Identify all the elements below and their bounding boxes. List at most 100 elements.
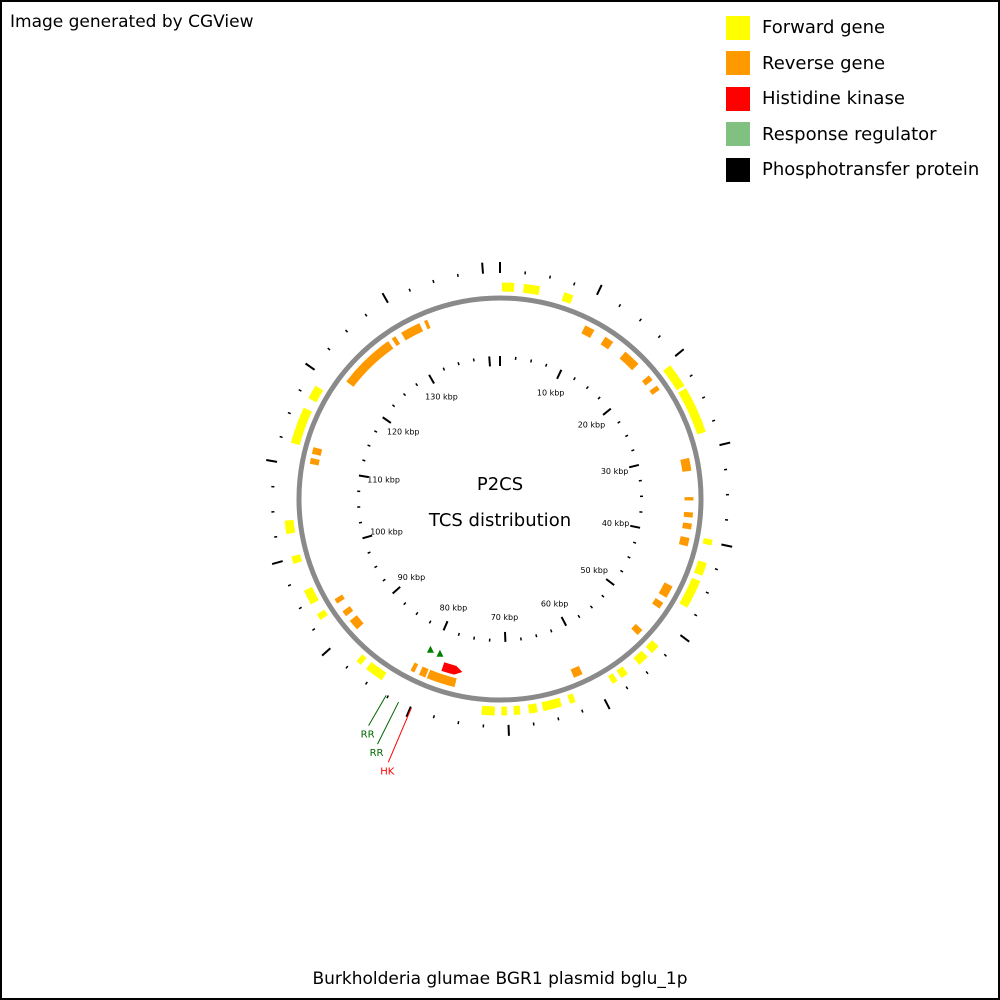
outer-ruler-tick: [364, 681, 368, 685]
legend-swatch: [726, 51, 750, 76]
reverse-gene: [401, 323, 424, 341]
reverse-gene: [424, 319, 431, 330]
legend-item: Histidine kinase: [726, 81, 996, 117]
rr-label: RR: [370, 748, 384, 759]
inner-ruler-tick: [556, 369, 563, 380]
map-caption: Burkholderia glumae BGR1 plasmid bglu_1p: [312, 969, 688, 989]
reverse-gene: [581, 325, 595, 338]
outer-ruler-tick: [456, 273, 459, 278]
reverse-gene: [309, 457, 320, 466]
reverse-gene: [334, 594, 345, 604]
inner-ruler-tick: [530, 359, 533, 363]
inner-ruler-tick: [628, 463, 640, 469]
inner-ruler-tick: [632, 541, 637, 544]
outer-ruler-tick: [573, 282, 576, 286]
response-regulator-marker: [426, 645, 434, 653]
inner-ruler-tick: [627, 555, 631, 559]
forward-gene: [561, 292, 574, 304]
outer-ruler-tick: [625, 686, 629, 690]
outer-ruler-tick: [674, 348, 685, 357]
outer-ruler-tick: [711, 419, 716, 422]
outer-ruler-tick: [304, 362, 316, 371]
legend: Forward gene Reverse gene Histidine kinase…: [726, 10, 996, 188]
outer-ruler-tick: [679, 634, 690, 643]
inner-ruler-tick: [573, 377, 576, 381]
center-title: P2CS: [477, 474, 523, 495]
forward-gene: [633, 650, 648, 665]
inner-ruler-tick: [473, 636, 476, 640]
outer-ruler-tick: [721, 543, 733, 548]
outer-ruler-tick: [381, 292, 389, 304]
outer-ruler-tick: [557, 717, 560, 721]
rr-callout-line: [368, 695, 387, 726]
legend-item: Phosphotransfer protein: [726, 152, 996, 188]
outer-ruler-tick: [298, 389, 302, 392]
outer-ruler-tick: [279, 435, 283, 439]
inner-ruler-tick: [402, 392, 407, 397]
outer-ruler-tick: [287, 584, 292, 587]
outer-ruler-tick: [714, 568, 719, 571]
outer-ruler-tick: [548, 275, 552, 279]
outer-ruler-tick: [481, 262, 484, 274]
reverse-gene: [570, 665, 583, 678]
outer-ruler-tick: [638, 318, 642, 322]
forward-gene: [608, 673, 618, 684]
forward-gene: [522, 283, 541, 296]
credit-text: Image generated by CGView: [10, 12, 254, 32]
inner-ruler-tick: [630, 524, 641, 529]
ruler-label: 40 kbp: [602, 519, 630, 528]
inner-ruler-tick: [488, 356, 491, 367]
outer-ruler-tick: [618, 303, 622, 308]
center-subtitle: TCS distribution: [428, 510, 571, 531]
inner-ruler-tick: [362, 459, 366, 462]
ruler-label: 10 kbp: [537, 388, 565, 397]
outer-ruler-tick: [693, 613, 698, 617]
outer-ruler-tick: [364, 313, 368, 317]
ruler-label: 120 kbp: [387, 428, 420, 437]
inner-ruler-tick: [382, 578, 386, 582]
forward-gene: [645, 640, 659, 654]
inner-ruler-tick: [367, 551, 371, 554]
histidine-kinase-gene: [441, 662, 463, 675]
rr-label: RR: [361, 730, 375, 741]
forward-gene: [679, 577, 701, 608]
legend-item: Reverse gene: [726, 46, 996, 82]
outer-ruler-tick: [266, 459, 278, 463]
ruler-label: 130 kbp: [425, 393, 458, 402]
outer-ruler-tick: [405, 706, 412, 718]
reverse-gene: [600, 336, 614, 350]
forward-gene: [366, 661, 387, 681]
reverse-gene: [658, 582, 673, 598]
outer-ruler-tick: [311, 628, 316, 631]
inner-ruler-tick: [367, 444, 371, 447]
outer-ruler-tick: [345, 665, 349, 669]
outer-ruler-tick: [581, 709, 584, 713]
ruler-label: 110 kbp: [367, 476, 400, 485]
forward-gene: [616, 666, 628, 679]
outer-ruler-tick: [689, 374, 693, 378]
legend-swatch: [726, 157, 750, 182]
legend-label: Reverse gene: [762, 52, 886, 74]
reverse-gene: [649, 385, 660, 395]
outer-ruler-tick: [719, 441, 731, 447]
reverse-gene: [641, 375, 653, 386]
backbone-ring: [296, 295, 704, 703]
forward-gene: [527, 703, 538, 714]
inner-ruler-tick: [589, 605, 594, 609]
forward-gene: [303, 586, 319, 605]
ruler-label: 50 kbp: [580, 566, 608, 575]
reverse-gene: [426, 669, 457, 688]
outer-ruler-tick: [596, 284, 603, 296]
ruler-label: 60 kbp: [541, 600, 569, 609]
legend-swatch: [726, 122, 750, 147]
forward-gene: [513, 705, 521, 716]
outer-ruler-tick: [298, 606, 303, 610]
forward-gene: [291, 554, 303, 564]
inner-ruler-tick: [577, 614, 581, 619]
legend-item: Response regulator: [726, 117, 996, 153]
ruler-label: 20 kbp: [578, 420, 606, 429]
outer-ruler-tick: [657, 335, 661, 339]
outer-ruler-tick: [271, 560, 283, 566]
